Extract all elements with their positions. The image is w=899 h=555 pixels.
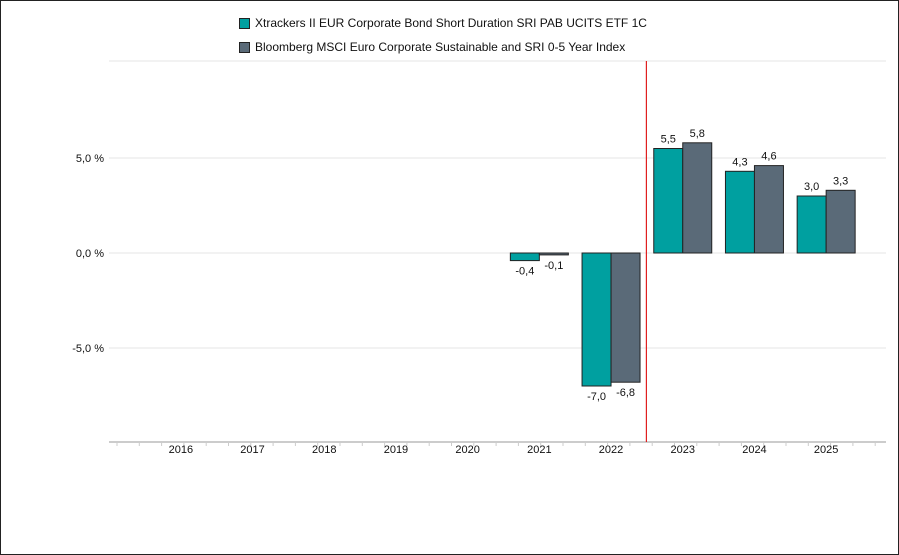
x-tick-label-2017: 2017 xyxy=(240,444,264,456)
data-label-fund-2022: -7,0 xyxy=(587,391,606,403)
data-label-fund-2025: 3,0 xyxy=(804,181,819,193)
legend-label-index: Bloomberg MSCI Euro Corporate Sustainabl… xyxy=(255,40,626,54)
data-label-index-2022: -6,8 xyxy=(616,387,635,399)
bar-index-2021 xyxy=(538,252,569,256)
data-label-index-2021: -0,1 xyxy=(544,260,563,272)
legend-swatch-fund xyxy=(239,17,250,29)
data-label-fund-2024: 4,3 xyxy=(732,156,747,168)
x-tick-label-2019: 2019 xyxy=(384,444,408,456)
data-label-fund-2023: 5,5 xyxy=(661,134,676,146)
x-tick-label-2018: 2018 xyxy=(312,444,336,456)
data-label-index-2025: 3,3 xyxy=(833,175,848,187)
bar-index-2024 xyxy=(753,165,784,254)
bar-fund-2022 xyxy=(581,252,612,387)
bar-index-2022 xyxy=(610,252,641,383)
legend-item-fund[interactable]: Xtrackers II EUR Corporate Bond Short Du… xyxy=(239,13,647,33)
bar-fund-2023 xyxy=(653,148,684,254)
bar-fund-2021 xyxy=(509,252,540,262)
legend-label-fund: Xtrackers II EUR Corporate Bond Short Du… xyxy=(255,16,647,30)
x-tick-label-2016: 2016 xyxy=(169,444,193,456)
data-label-index-2024: 4,6 xyxy=(761,151,776,163)
bar-index-2023 xyxy=(682,142,713,254)
x-tick-label-2020: 2020 xyxy=(455,444,479,456)
x-tick-label-2022: 2022 xyxy=(599,444,623,456)
data-label-fund-2021: -0,4 xyxy=(515,266,534,278)
y-tick-label: 5,0 % xyxy=(76,153,104,165)
bar-fund-2024 xyxy=(724,170,755,254)
x-tick-label-2023: 2023 xyxy=(671,444,695,456)
y-tick-label: 0,0 % xyxy=(76,248,104,260)
bar-fund-2025 xyxy=(796,195,827,254)
legend: Xtrackers II EUR Corporate Bond Short Du… xyxy=(239,13,647,61)
legend-swatch-index xyxy=(239,41,250,53)
y-tick-label: -5,0 % xyxy=(72,343,104,355)
bar-index-2025 xyxy=(825,189,856,254)
x-tick-label-2024: 2024 xyxy=(742,444,766,456)
x-tick-label-2025: 2025 xyxy=(814,444,838,456)
x-tick-label-2021: 2021 xyxy=(527,444,551,456)
legend-item-index[interactable]: Bloomberg MSCI Euro Corporate Sustainabl… xyxy=(239,37,647,57)
data-label-index-2023: 5,8 xyxy=(690,128,705,140)
